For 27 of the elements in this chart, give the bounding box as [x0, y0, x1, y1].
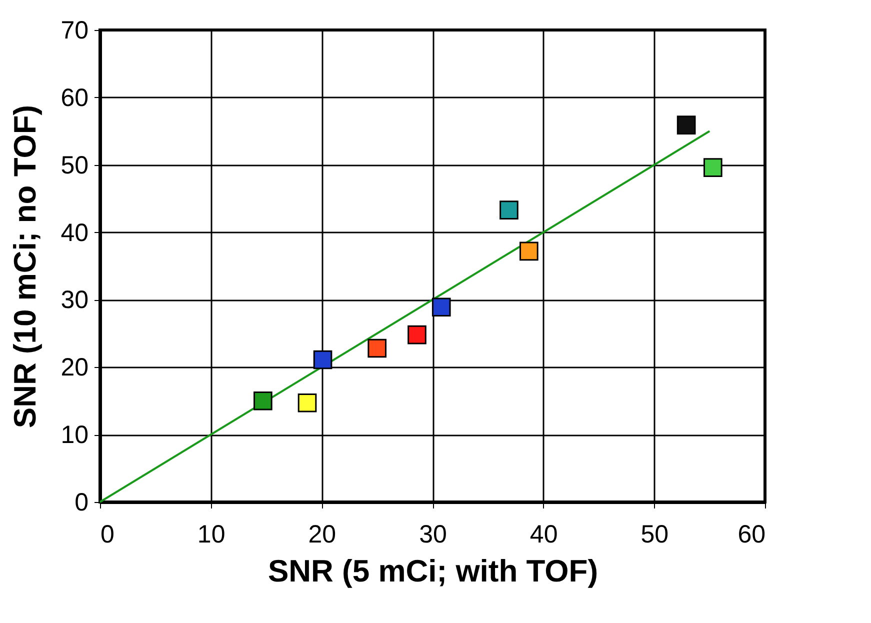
y-tick-label: 30	[60, 286, 88, 314]
x-tick-label: 30	[419, 520, 447, 548]
y-tick-label: 50	[60, 151, 88, 180]
point	[408, 325, 426, 344]
point	[298, 393, 317, 412]
x-tick-label: 50	[640, 520, 669, 548]
y-tick-label: 20	[60, 354, 88, 382]
x-axis-title: SNR (5 mCi; with TOF)	[268, 554, 598, 588]
y-tick-label: 0	[74, 488, 88, 516]
x-tick-label: 10	[197, 520, 226, 548]
y-tick-label: 10	[60, 421, 88, 450]
point	[432, 298, 451, 317]
x-tick-label: 60	[738, 520, 766, 548]
x-tick-label: 20	[308, 520, 336, 548]
point	[676, 116, 696, 134]
point	[254, 391, 272, 410]
point	[313, 350, 332, 370]
x-tick-label: 0	[100, 520, 114, 548]
point	[368, 338, 386, 358]
point	[704, 158, 722, 177]
y-tick-label: 60	[60, 84, 88, 112]
point	[520, 242, 538, 261]
point	[500, 200, 518, 220]
y-tick-label: 40	[60, 218, 88, 247]
y-axis-title: SNR (10 mCi; no TOF)	[8, 104, 43, 428]
y-tick-label: 70	[60, 16, 88, 44]
x-tick-label: 40	[530, 520, 558, 548]
